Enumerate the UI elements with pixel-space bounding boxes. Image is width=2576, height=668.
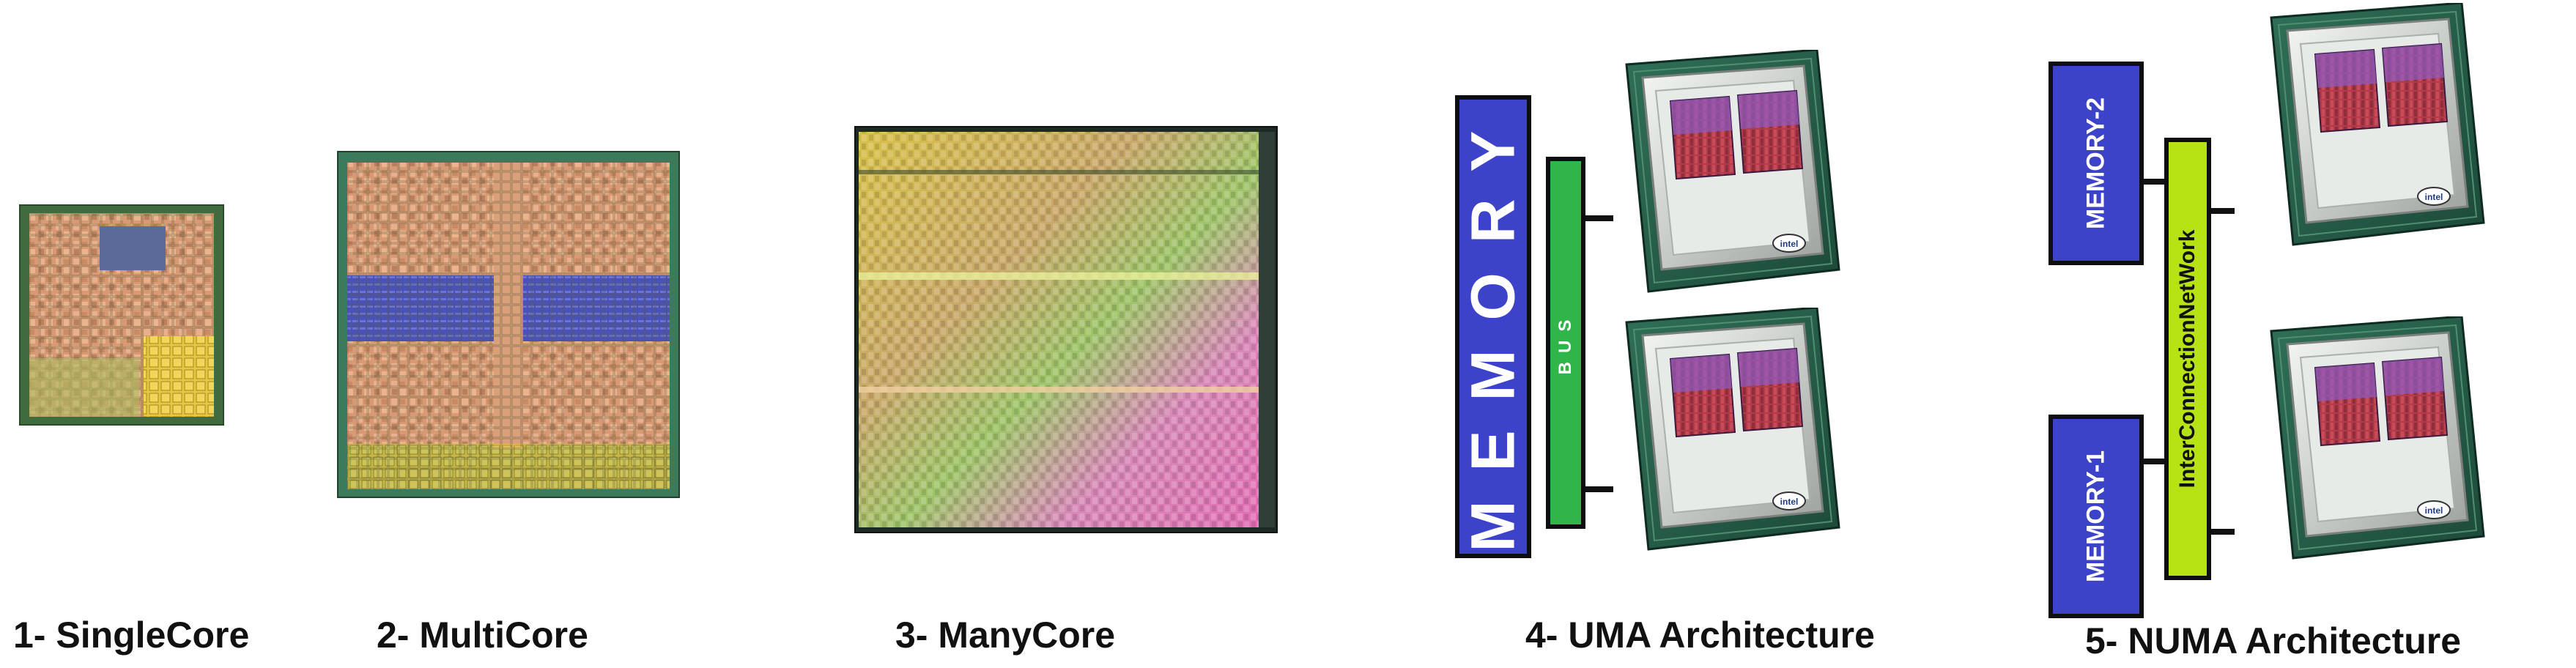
multicore-die-image	[337, 151, 680, 498]
uma-memory-block: MEMORY	[1455, 95, 1531, 558]
numa-cpu-top-image	[2242, 3, 2506, 252]
numa-memory-top-block: MEMORY-2	[2048, 62, 2144, 265]
caption-uma: 4- UMA Architecture	[1525, 615, 1875, 656]
numa-interconnect-label: InterConnectionNetWork	[2175, 229, 2199, 489]
numa-memory-bottom-link	[2144, 459, 2169, 464]
numa-memory-top-link	[2144, 179, 2169, 185]
manycore-die-image	[854, 126, 1278, 533]
uma-cpu-bottom-image	[1597, 308, 1861, 557]
caption-manycore: 3- ManyCore	[895, 615, 1116, 656]
numa-memory-bottom-block: MEMORY-1	[2048, 415, 2144, 618]
uma-bus-link-top	[1585, 215, 1613, 221]
uma-cpu-top-image	[1597, 50, 1861, 299]
singlecore-die-image	[19, 204, 224, 426]
caption-multicore: 2- MultiCore	[377, 615, 588, 656]
numa-cpu-top-link	[2211, 208, 2235, 214]
numa-memory-bottom-label: MEMORY-1	[2081, 450, 2110, 583]
numa-cpu-bottom-image	[2242, 316, 2506, 565]
caption-singlecore: 1- SingleCore	[13, 615, 250, 656]
caption-numa: 5- NUMA Architecture	[2085, 620, 2462, 661]
uma-bus-label: BUS	[1555, 311, 1575, 375]
numa-interconnect-bar: InterConnectionNetWork	[2164, 138, 2211, 580]
uma-memory-label: MEMORY	[1458, 101, 1528, 552]
numa-memory-top-label: MEMORY-2	[2081, 97, 2110, 230]
numa-cpu-bottom-link	[2211, 529, 2235, 535]
uma-bus-link-bottom	[1585, 486, 1613, 492]
uma-bus-bar: BUS	[1546, 157, 1585, 529]
